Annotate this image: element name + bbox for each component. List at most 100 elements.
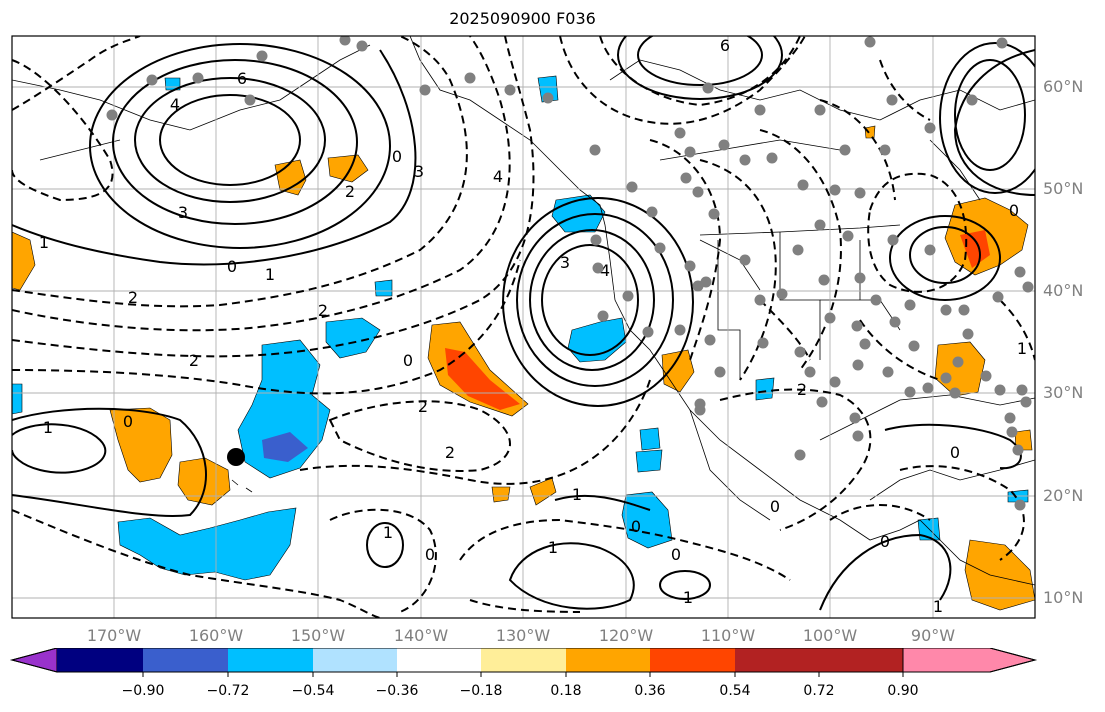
station-dot xyxy=(256,50,268,62)
lat-label: 30°N xyxy=(1043,383,1084,402)
station-dot xyxy=(592,262,604,274)
contour-label: 6 xyxy=(720,36,730,55)
station-dot xyxy=(924,244,936,256)
colorbar-max-extend xyxy=(902,648,1037,673)
colorbar-segment xyxy=(313,648,397,672)
station-dot xyxy=(966,94,978,106)
colorbar-tick-label: 0.90 xyxy=(887,683,919,699)
contour-label: 1 xyxy=(1017,339,1027,358)
lon-label: 120°W xyxy=(598,626,654,645)
lat-label: 10°N xyxy=(1043,588,1084,607)
contour-label: 2 xyxy=(189,351,199,370)
station-dot xyxy=(992,291,1004,303)
station-dot xyxy=(849,412,861,424)
colorbar-segment xyxy=(735,648,819,672)
contour-label: 0 xyxy=(123,412,133,431)
contour-label: 4 xyxy=(493,167,503,186)
station-dot xyxy=(980,370,992,382)
colorbar-segment xyxy=(650,648,735,672)
station-dot xyxy=(776,288,788,300)
station-dot xyxy=(244,94,256,106)
colorbar-tick-label: −0.36 xyxy=(375,683,419,699)
station-dot xyxy=(818,274,830,286)
station-dot xyxy=(952,356,964,368)
station-dot xyxy=(542,92,554,104)
station-dot xyxy=(940,304,952,316)
lon-label: 110°W xyxy=(700,626,756,645)
station-dot xyxy=(192,72,204,84)
contour-label: 1 xyxy=(572,485,582,504)
station-dot xyxy=(882,366,894,378)
colorbar-max-extend xyxy=(819,648,903,672)
lon-label: 90°W xyxy=(910,626,956,645)
station-dot xyxy=(757,337,769,349)
station-dot xyxy=(879,144,891,156)
lon-label: 160°W xyxy=(188,626,244,645)
station-dot xyxy=(654,242,666,254)
contour-label: 6 xyxy=(237,69,247,88)
station-dot xyxy=(949,387,961,399)
contour-label: 0 xyxy=(880,532,890,551)
station-dot xyxy=(864,36,876,48)
station-dot xyxy=(792,244,804,256)
station-dot xyxy=(702,82,714,94)
station-dot xyxy=(922,382,934,394)
colorbar-segment xyxy=(57,648,143,672)
station-dot xyxy=(419,84,431,96)
contour-label: 0 xyxy=(950,443,960,462)
station-dot xyxy=(889,316,901,328)
station-dot xyxy=(1006,426,1018,438)
colorbar-tick-label: 0.36 xyxy=(634,683,666,699)
lon-label: 140°W xyxy=(393,626,449,645)
station-dot xyxy=(962,328,974,340)
station-dot xyxy=(794,449,806,461)
contour-label: 1 xyxy=(933,597,943,616)
colorbar-outline xyxy=(10,648,1037,673)
station-dot xyxy=(754,294,766,306)
station-dot xyxy=(958,304,970,316)
contour-label: 4 xyxy=(170,95,180,114)
station-dot xyxy=(646,206,658,218)
lon-label: 100°W xyxy=(802,626,858,645)
station-dot xyxy=(851,320,863,332)
station-dot xyxy=(766,152,778,164)
station-dot xyxy=(739,154,751,166)
station-dot xyxy=(680,172,692,184)
contour-label: 2 xyxy=(445,443,455,462)
station-dot xyxy=(994,384,1006,396)
station-dot xyxy=(908,340,920,352)
station-dot xyxy=(829,184,841,196)
station-dot xyxy=(754,104,766,116)
contour-label: 1 xyxy=(548,538,558,557)
contour-label: 0 xyxy=(1009,201,1019,220)
station-dot xyxy=(1014,499,1026,511)
station-dot xyxy=(589,144,601,156)
contour-label: 0 xyxy=(425,545,435,564)
contour-label: 1 xyxy=(383,523,393,542)
station-dot xyxy=(940,372,952,384)
contour-label: 0 xyxy=(227,257,237,276)
station-dot xyxy=(886,94,898,106)
contour-label: 1 xyxy=(265,265,275,284)
station-dot xyxy=(814,219,826,231)
lat-label: 50°N xyxy=(1043,179,1084,198)
station-markers xyxy=(106,36,1034,511)
contour-label: 2 xyxy=(345,182,355,201)
location-marker xyxy=(227,448,245,466)
contour-label: 0 xyxy=(392,147,402,166)
station-dot xyxy=(1020,396,1032,408)
station-dot xyxy=(106,109,118,121)
station-dot xyxy=(674,324,686,336)
colorbar-segment xyxy=(566,648,650,672)
contour-label: 0 xyxy=(770,497,780,516)
station-dot xyxy=(1016,384,1028,396)
station-dot xyxy=(854,187,866,199)
station-dot xyxy=(839,144,851,156)
station-dot xyxy=(597,310,609,322)
station-dot xyxy=(718,139,730,151)
colorbar-tick-label: −0.72 xyxy=(206,683,250,699)
station-dot xyxy=(854,272,866,284)
station-dot xyxy=(694,404,706,416)
lon-label: 170°W xyxy=(86,626,142,645)
